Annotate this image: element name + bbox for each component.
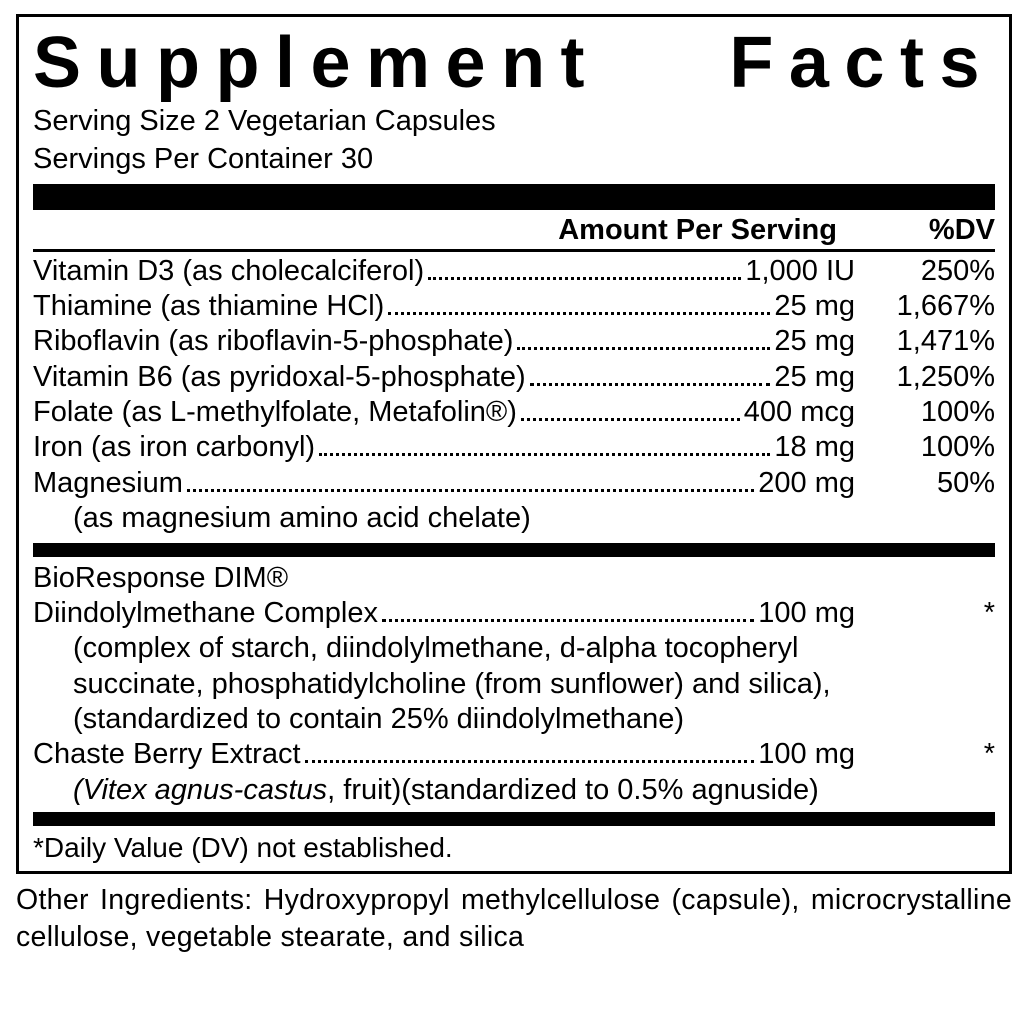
bioresponse-heading: BioResponse DIM® <box>33 561 995 596</box>
nutrient-name: Chaste Berry Extract <box>33 737 301 772</box>
dim-subtext-line3: (standardized to contain 25% diindolylme… <box>33 702 995 737</box>
chaste-berry-rest: , fruit)(standardized to 0.5% agnuside) <box>327 774 819 806</box>
nutrient-row: Vitamin D3 (as cholecalciferol) 1,000 IU2… <box>33 254 995 289</box>
nutrient-dv: 100% <box>855 395 995 430</box>
servings-per-container: Servings Per Container 30 <box>33 141 995 177</box>
nutrient-name: Diindolylmethane Complex <box>33 596 378 631</box>
panel-title: Supplement Facts <box>33 27 995 101</box>
leader-dots <box>305 743 755 764</box>
nutrient-amount: 25 mg <box>774 360 855 395</box>
nutrient-row: Iron (as iron carbonyl) 18 mg100% <box>33 430 995 465</box>
other-ingredients: Other Ingredients: Hydroxypropyl methylc… <box>16 882 1012 955</box>
bioresponse-heading-text: BioResponse DIM® <box>33 561 288 596</box>
nutrient-amount: 200 mg <box>758 466 855 501</box>
nutrient-amount: 400 mcg <box>744 395 855 430</box>
nutrient-dv: 50% <box>855 466 995 501</box>
title-word-2: Facts <box>729 27 995 99</box>
nutrient-name: Iron (as iron carbonyl) <box>33 430 315 465</box>
leader-dots <box>187 471 754 492</box>
nutrient-row: Riboflavin (as riboflavin-5-phosphate) 25… <box>33 324 995 359</box>
leader-dots <box>382 601 754 622</box>
leader-dots <box>428 259 741 280</box>
supplement-facts-box: Supplement Facts Serving Size 2 Vegetari… <box>16 14 1012 874</box>
chaste-berry-latin: (Vitex agnus-castus <box>73 774 327 806</box>
nutrient-row: Magnesium 200 mg50% <box>33 466 995 501</box>
title-word-1: Supplement <box>33 27 600 99</box>
nutrient-amount: 100 mg <box>758 737 855 772</box>
divider-bar-bottom <box>33 812 995 826</box>
nutrient-dv: 100% <box>855 430 995 465</box>
nutrient-dv: 1,471% <box>855 324 995 359</box>
nutrient-row: Folate (as L-methylfolate, Metafolin®) 40… <box>33 395 995 430</box>
nutrient-dv: 250% <box>855 254 995 289</box>
supplement-facts-panel: Supplement Facts Serving Size 2 Vegetari… <box>0 0 1028 1028</box>
nutrient-amount: 25 mg <box>774 324 855 359</box>
nutrient-dv: 1,667% <box>855 289 995 324</box>
divider-bar-top <box>33 184 995 210</box>
nutrient-dv: * <box>855 596 995 631</box>
dim-subtext-line1: (complex of starch, diindolylmethane, d-… <box>33 631 995 666</box>
magnesium-subtext: (as magnesium amino acid chelate) <box>33 501 995 536</box>
nutrient-name: Vitamin D3 (as cholecalciferol) <box>33 254 424 289</box>
header-dv: %DV <box>855 214 995 247</box>
serving-size: Serving Size 2 Vegetarian Capsules <box>33 103 995 139</box>
nutrient-row: Vitamin B6 (as pyridoxal-5-phosphate) 25 … <box>33 360 995 395</box>
nutrient-name: Folate (as L-methylfolate, Metafolin®) <box>33 395 517 430</box>
leader-dots <box>319 436 770 457</box>
nutrient-dv: * <box>855 737 995 772</box>
nutrient-amount: 18 mg <box>774 430 855 465</box>
nutrient-name: Vitamin B6 (as pyridoxal-5-phosphate) <box>33 360 526 395</box>
divider-bar-mid <box>33 543 995 557</box>
leader-dots <box>388 294 770 315</box>
nutrient-name: Riboflavin (as riboflavin-5-phosphate) <box>33 324 513 359</box>
column-header-row: Amount Per Serving %DV <box>33 214 995 252</box>
chaste-berry-row: Chaste Berry Extract 100 mg * <box>33 737 995 772</box>
dv-footnote: *Daily Value (DV) not established. <box>33 828 995 865</box>
nutrient-row: Thiamine (as thiamine HCl) 25 mg1,667% <box>33 289 995 324</box>
nutrient-section-1: Vitamin D3 (as cholecalciferol)1,000 IU2… <box>33 254 995 502</box>
diindolylmethane-row: Diindolylmethane Complex 100 mg * <box>33 596 995 631</box>
nutrient-name: Thiamine (as thiamine HCl) <box>33 289 384 324</box>
dim-subtext-line2: succinate, phosphatidylcholine (from sun… <box>33 667 995 702</box>
nutrient-amount: 25 mg <box>774 289 855 324</box>
nutrient-amount: 1,000 IU <box>745 254 855 289</box>
chaste-berry-subtext: (Vitex agnus-castus, fruit)(standardized… <box>33 773 995 808</box>
leader-dots <box>521 400 740 421</box>
nutrient-amount: 100 mg <box>758 596 855 631</box>
nutrient-dv: 1,250% <box>855 360 995 395</box>
leader-dots <box>530 365 771 386</box>
leader-dots <box>517 329 770 350</box>
nutrient-name: Magnesium <box>33 466 183 501</box>
header-amount: Amount Per Serving <box>33 214 855 247</box>
